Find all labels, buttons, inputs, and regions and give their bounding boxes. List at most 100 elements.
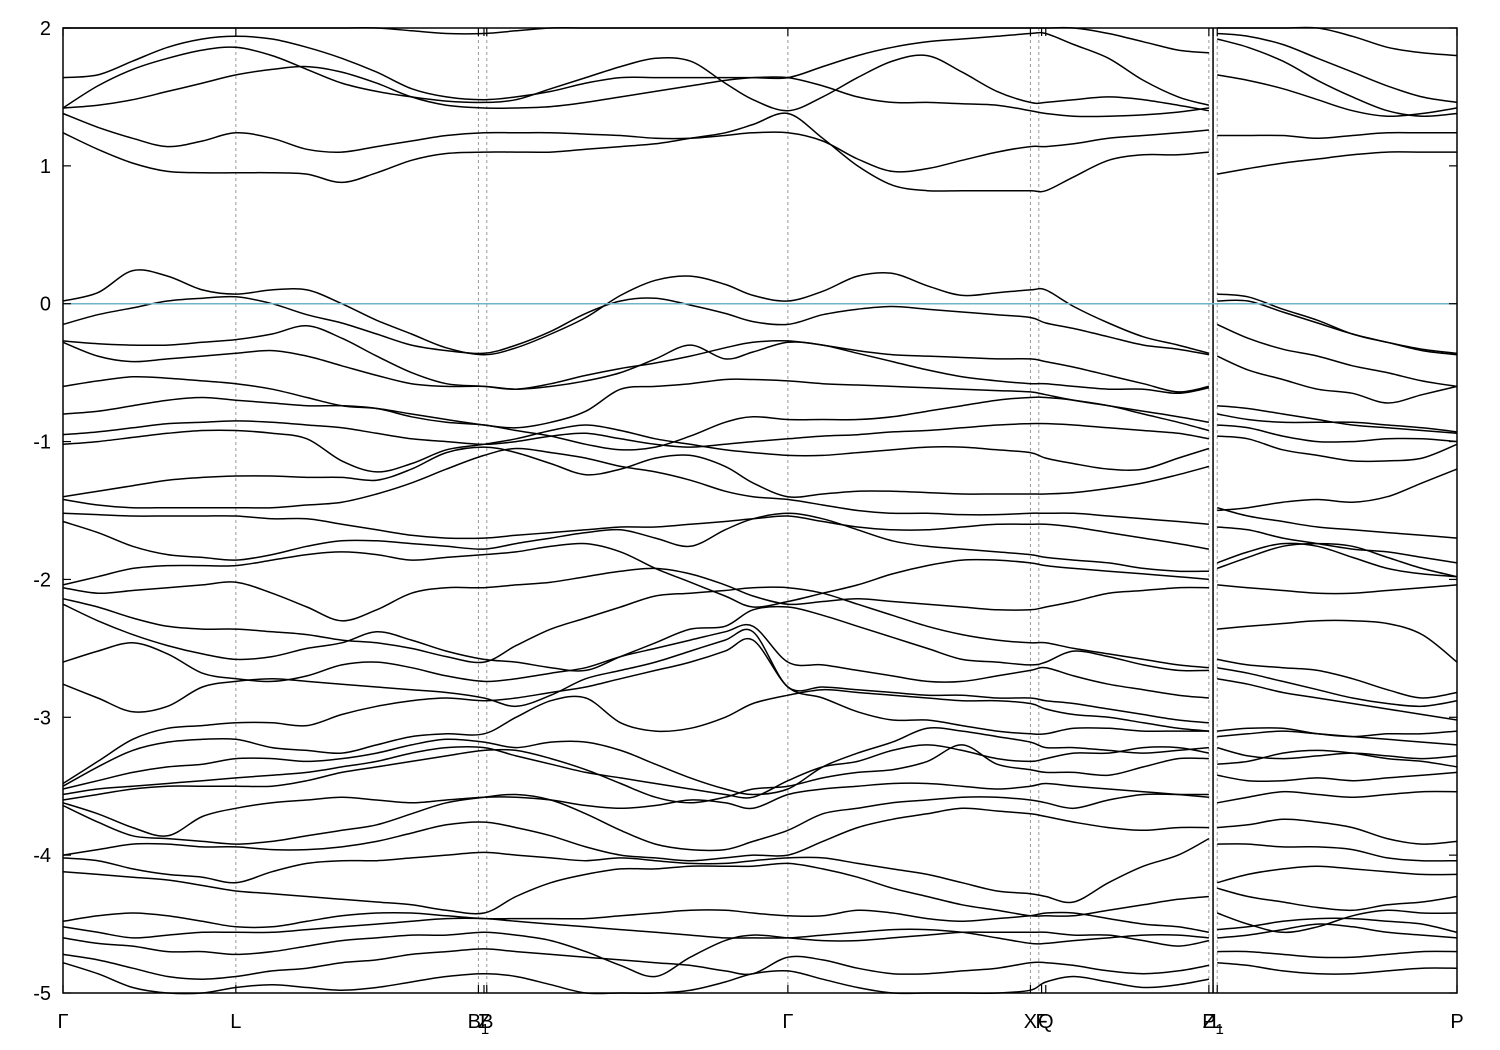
band-line (62, 567, 1209, 622)
band-line (62, 807, 1209, 862)
x-tick-label: Z (1203, 1011, 1215, 1033)
band-line (62, 793, 1209, 852)
band-line (1217, 961, 1458, 975)
band-line (1217, 293, 1458, 355)
high-symmetry-gridlines (235, 28, 1218, 993)
y-tick-label: -4 (33, 845, 51, 867)
band-line (1217, 865, 1458, 884)
band-line (62, 909, 1210, 934)
y-tick-label: -3 (33, 707, 51, 729)
band-line (1216, 323, 1458, 388)
band-line (1217, 677, 1458, 721)
band-line (1217, 506, 1458, 539)
band-line (62, 862, 1209, 917)
band-line (62, 586, 1209, 669)
band-line (1216, 542, 1458, 578)
band-line (62, 623, 1209, 699)
y-tick-label: -2 (33, 569, 51, 591)
band-line (1217, 299, 1458, 356)
band-line (1217, 151, 1457, 175)
band-lines (62, 26, 1458, 995)
band-line (62, 917, 1209, 945)
y-axis-ticks: 2 1 0 -1 -2 -3 -4 -5 (33, 18, 1457, 1005)
band-line (62, 46, 1210, 112)
plot-frame (62, 27, 1458, 994)
band-line (1217, 38, 1458, 117)
band-line (1217, 749, 1458, 768)
band-line (1217, 26, 1458, 57)
band-line (62, 961, 1210, 995)
band-line (1217, 468, 1458, 512)
band-line (1217, 917, 1458, 934)
band-line (1217, 435, 1458, 463)
band-line (62, 782, 1209, 837)
band-line (1217, 746, 1458, 760)
band-line (1217, 950, 1458, 959)
band-line (62, 512, 1210, 550)
band-line (1217, 74, 1458, 118)
band-line (1216, 355, 1458, 404)
band-line (62, 446, 1210, 498)
band-line (62, 295, 1210, 356)
band-line (1217, 413, 1458, 433)
band-line (1217, 584, 1458, 595)
band-line (62, 112, 1209, 193)
band-line (1217, 424, 1458, 443)
band-line (62, 31, 1210, 106)
x-tick-label: X (1024, 1011, 1037, 1033)
band-line (62, 424, 1210, 473)
band-line (62, 65, 1209, 118)
band-line (62, 688, 1209, 787)
band-line (1217, 619, 1458, 663)
band-line (1217, 730, 1458, 746)
band-line (62, 628, 1209, 724)
band-line (1217, 887, 1458, 912)
band-line (62, 837, 1210, 904)
band-line (1217, 923, 1458, 939)
x-tick-label: P (1450, 1011, 1463, 1033)
band-line (62, 341, 1210, 395)
y-tick-label: -5 (33, 983, 51, 1005)
band-line (62, 112, 1209, 173)
band-line (62, 512, 1209, 573)
band-line (62, 396, 1210, 451)
band-line (62, 603, 1209, 672)
band-line (62, 542, 1209, 608)
y-tick-label: 0 (40, 294, 51, 316)
band-line (1217, 131, 1457, 140)
band-line (62, 948, 1210, 980)
band-line (1216, 909, 1458, 934)
band-line (62, 931, 1210, 978)
band-line (1217, 32, 1458, 104)
band-line (63, 26, 1209, 54)
band-line (62, 420, 1210, 448)
band-line (1216, 542, 1458, 578)
x-tick-label: Γ (782, 1011, 793, 1033)
band-line (1217, 843, 1458, 862)
band-line (62, 447, 1209, 526)
band-line (62, 744, 1210, 799)
band-line (62, 727, 1209, 796)
band-line (62, 375, 1210, 429)
y-tick-label: -1 (33, 432, 51, 454)
band-line (1217, 666, 1458, 708)
x-tick-label: L (1212, 1011, 1223, 1033)
band-line (62, 269, 1210, 356)
band-line (1217, 818, 1458, 845)
band-line (62, 744, 1209, 804)
band-line (1217, 658, 1458, 699)
x-tick-label: Z (478, 1011, 490, 1033)
x-tick-label: Q (1038, 1011, 1054, 1033)
x-tick-label: F (1035, 1011, 1047, 1033)
x-tick-label: Γ (57, 1011, 68, 1033)
band-line (62, 637, 1209, 785)
band-line (1217, 526, 1458, 564)
band-line (1217, 790, 1458, 804)
x-tick-label: B (480, 1011, 493, 1033)
band-line (62, 325, 1210, 393)
x-tick-label: L (230, 1011, 241, 1033)
y-tick-label: 2 (40, 18, 51, 40)
band-line (1217, 771, 1458, 782)
